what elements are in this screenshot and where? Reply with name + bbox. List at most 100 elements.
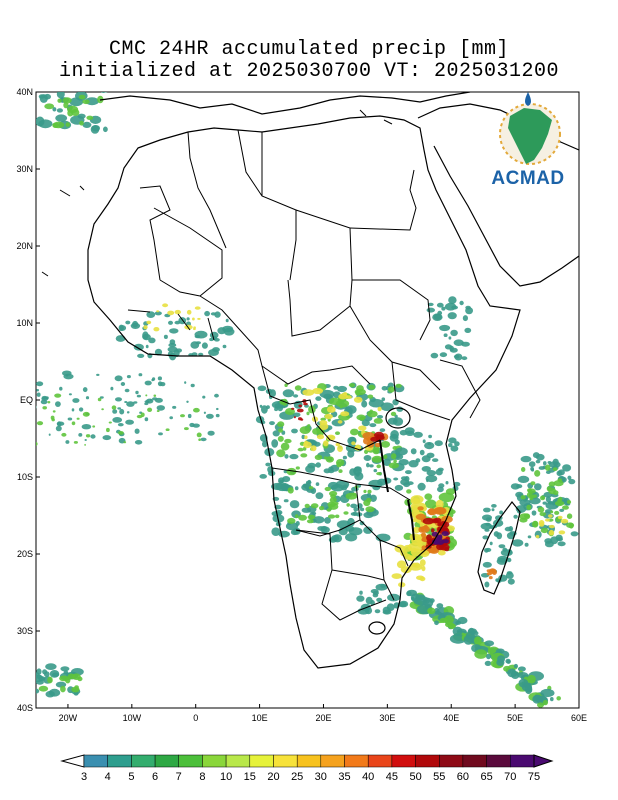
precip-cell xyxy=(271,527,281,536)
precip-cell xyxy=(484,548,489,553)
precip-cell xyxy=(152,397,158,401)
precip-cell xyxy=(388,462,399,469)
precip-cell xyxy=(169,339,176,345)
precip-cell xyxy=(528,461,536,468)
logo-text: ACMAD xyxy=(491,168,564,189)
precip-cell xyxy=(545,470,551,474)
precip-cell xyxy=(323,456,328,460)
precip-cell xyxy=(47,401,51,404)
precip-cell xyxy=(203,411,206,414)
colorbar-label: 60 xyxy=(457,771,469,783)
precip-cell xyxy=(337,385,347,393)
precip-cell xyxy=(84,439,87,441)
colorbar: 3 4 5 6 7 8 10 15 20 25 30 35 40 45 50 55 60 65 70 75 xyxy=(60,754,554,783)
precip-cell xyxy=(151,378,154,382)
precip-cell xyxy=(45,690,55,698)
precip-cell xyxy=(123,441,127,444)
precip-cell xyxy=(209,337,214,342)
precip-cell xyxy=(319,506,325,511)
precip-cell xyxy=(85,396,90,400)
precip-cell xyxy=(474,649,488,659)
precip-cell xyxy=(427,508,438,516)
lake-tanganyika xyxy=(379,439,389,493)
precip-cell xyxy=(154,311,162,316)
colorbar-swatch xyxy=(391,754,416,768)
precip-cell xyxy=(394,484,404,491)
precip-cell xyxy=(439,617,448,624)
precip-cell xyxy=(419,549,430,558)
lon-label: 20E xyxy=(315,713,331,723)
precip-cell xyxy=(167,351,174,358)
precip-cell xyxy=(55,425,62,432)
precip-cell xyxy=(97,397,102,402)
precip-cell xyxy=(568,478,576,485)
precip-cell xyxy=(187,413,192,419)
precip-cell xyxy=(403,544,413,552)
precip-cell xyxy=(367,489,372,494)
precip-cell xyxy=(422,439,426,444)
precip-cell xyxy=(49,670,60,678)
precip-cell xyxy=(72,673,81,680)
precip-cell xyxy=(144,380,152,386)
precip-cell xyxy=(483,507,491,513)
precip-cell xyxy=(81,424,92,430)
precip-cell xyxy=(190,383,195,388)
precip-cell xyxy=(274,407,279,412)
precip-cell xyxy=(63,670,69,675)
precip-cell xyxy=(422,598,428,603)
precip-cell xyxy=(278,428,283,433)
precip-cell xyxy=(38,685,49,692)
precip-cell xyxy=(338,393,349,400)
precip-cell xyxy=(371,455,383,463)
precip-cell xyxy=(295,466,300,470)
precip-cell xyxy=(156,410,160,412)
colorbar-swatch xyxy=(344,754,369,768)
europe-coastline xyxy=(99,92,471,115)
precip-cell xyxy=(112,409,118,414)
precip-cell xyxy=(368,384,376,390)
precip-cell xyxy=(298,514,307,521)
precip-cell xyxy=(144,402,149,406)
colorbar-label: 20 xyxy=(267,771,279,783)
precip-cell xyxy=(436,603,444,609)
precip-cell xyxy=(517,666,526,672)
precip-cell xyxy=(416,575,425,581)
precip-cell xyxy=(480,522,493,530)
precip-cell xyxy=(126,401,135,407)
precip-cell xyxy=(439,352,448,358)
precip-cell xyxy=(339,405,343,409)
precip-cell xyxy=(395,447,408,456)
precip-cell xyxy=(374,609,381,614)
lake-malawi xyxy=(407,499,415,541)
precip-cell xyxy=(366,462,370,468)
precip-cell xyxy=(326,434,336,441)
precip-cell xyxy=(277,421,285,428)
precip-cell xyxy=(506,659,511,664)
precip-cell xyxy=(294,486,299,491)
precip-cell xyxy=(558,530,566,535)
precip-cell xyxy=(295,514,299,519)
precip-cell xyxy=(298,404,303,408)
precip-cell xyxy=(347,449,355,458)
colorbar-swatch xyxy=(320,754,345,768)
precip-cell xyxy=(117,423,124,427)
precip-cell xyxy=(404,476,410,482)
precip-cell xyxy=(554,500,565,507)
precip-cell xyxy=(78,407,84,412)
precip-cell xyxy=(156,405,165,411)
precip-cell xyxy=(537,702,544,708)
precip-cell xyxy=(306,411,310,416)
precip-cell xyxy=(482,561,492,568)
precip-cell xyxy=(269,389,277,398)
precip-cell xyxy=(345,525,355,532)
colorbar-swatch xyxy=(510,754,535,768)
precip-cell xyxy=(369,409,373,413)
precip-cell xyxy=(209,331,219,339)
lon-label: 40E xyxy=(443,713,459,723)
precip-cell xyxy=(395,383,402,388)
precip-cell xyxy=(412,517,418,523)
lon-label: 0 xyxy=(193,713,198,723)
precip-cell xyxy=(434,440,443,447)
africa-globe-logo xyxy=(499,92,561,165)
precip-cell xyxy=(519,517,528,523)
